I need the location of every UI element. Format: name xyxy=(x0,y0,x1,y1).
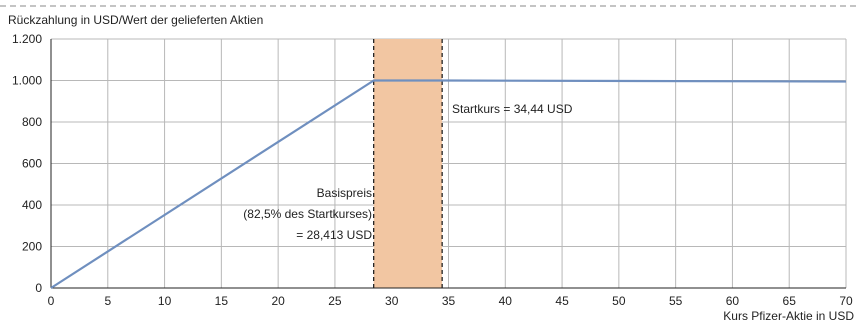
series-group xyxy=(50,79,847,289)
y-axis-title: Rückzahlung in USD/Wert der gelieferten … xyxy=(8,13,263,27)
x-tick-label: 25 xyxy=(328,294,342,308)
annotation-strike-line3: = 28,413 USD xyxy=(296,228,372,242)
x-tick-label: 70 xyxy=(839,294,853,308)
y-tick-label: 1.200 xyxy=(12,32,42,46)
x-tick-label: 20 xyxy=(271,294,285,308)
y-tick-label: 200 xyxy=(22,240,42,254)
annotation-strike-line1: Basispreis xyxy=(317,186,372,200)
annotation-strike-line2: (82,5% des Startkurses) xyxy=(243,207,372,221)
annotation-start-price: Startkurs = 34,44 USD xyxy=(452,102,573,116)
y-tick-label: 1.000 xyxy=(12,74,42,88)
y-tick-label: 800 xyxy=(22,115,42,129)
x-tick-label: 60 xyxy=(726,294,740,308)
y-tick-label: 0 xyxy=(35,281,42,295)
x-tick-label: 50 xyxy=(612,294,626,308)
axes xyxy=(50,39,846,289)
x-tick-label: 10 xyxy=(158,294,172,308)
x-tick-label: 65 xyxy=(783,294,797,308)
x-tick-label: 30 xyxy=(385,294,399,308)
x-tick-label: 15 xyxy=(215,294,229,308)
x-tick-label: 35 xyxy=(442,294,456,308)
x-axis-title: Kurs Pfizer-Aktie in USD xyxy=(723,309,854,322)
shaded-band xyxy=(373,39,443,288)
y-tick-labels: 0 200 400 600 800 1.000 1.200 xyxy=(12,32,42,295)
x-tick-label: 5 xyxy=(104,294,111,308)
y-tick-label: 400 xyxy=(22,198,42,212)
x-tick-label: 40 xyxy=(499,294,513,308)
x-tick-label: 45 xyxy=(555,294,569,308)
series-line xyxy=(50,79,847,289)
grid xyxy=(50,38,847,289)
x-tick-label: 0 xyxy=(48,294,55,308)
x-tick-label: 55 xyxy=(669,294,683,308)
shaded-band-group xyxy=(373,39,443,288)
y-tick-label: 600 xyxy=(22,157,42,171)
x-tick-labels: 0 5 10 15 20 25 30 35 40 45 50 55 60 65 70 xyxy=(48,294,853,308)
